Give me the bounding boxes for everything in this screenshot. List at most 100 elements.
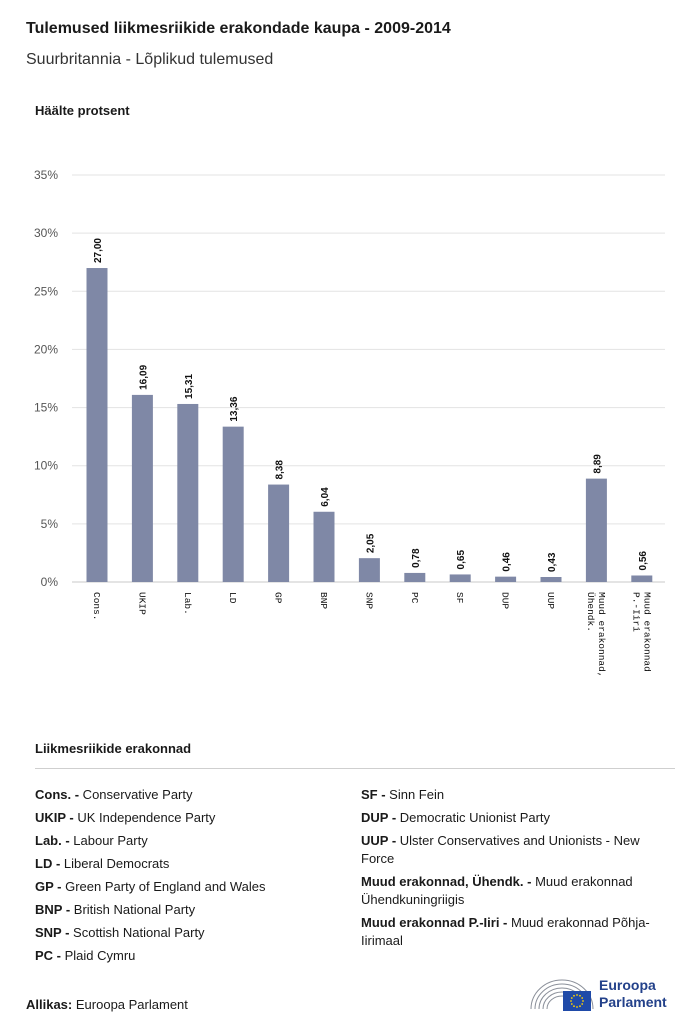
y-tick-label: 10% [34, 459, 58, 473]
flag-star-icon [576, 994, 578, 996]
y-tick-label: 15% [34, 401, 58, 415]
y-tick-label: 30% [34, 226, 58, 240]
legend-name: Green Party of England and Wales [61, 879, 266, 894]
chart-subtitle: Suurbritannia - Lõplikud tulemused [26, 51, 274, 68]
bar [177, 403, 199, 582]
source-value: Euroopa Parlament [75, 997, 188, 1012]
bar [358, 558, 380, 582]
logo-line-1: Euroopa [599, 977, 656, 993]
bar [222, 426, 244, 582]
legend-item: GP - Green Party of England and Wales [35, 878, 335, 896]
bar [313, 511, 335, 582]
legend-abbr: SF - [361, 787, 386, 802]
bar [449, 574, 471, 582]
legend-column-left: Cons. - Conservative Party UKIP - UK Inde… [35, 786, 335, 970]
legend-item: DUP - Democratic Unionist Party [361, 809, 671, 827]
parliament-hemicycle-icon [530, 979, 594, 1011]
y-tick-label: 5% [41, 517, 59, 531]
y-axis-label: Häälte protsent [35, 103, 130, 118]
legend-abbr: UKIP - [35, 810, 74, 825]
legend-abbr: BNP - [35, 902, 71, 917]
legend-name: Conservative Party [79, 787, 193, 802]
legend-item: UUP - Ulster Conservatives and Unionists… [361, 832, 671, 868]
legend-name: Liberal Democrats [60, 856, 170, 871]
x-tick-label: DUP [500, 592, 511, 609]
legend-title: Liikmesriikide erakonnad [35, 741, 192, 756]
legend-abbr: Muud erakonnad P.-Iiri - [361, 915, 508, 930]
bar [585, 478, 607, 582]
logo-line-2: Parlament [599, 994, 667, 1010]
legend-name: Scottish National Party [69, 925, 205, 940]
legend-abbr: Lab. - [35, 833, 70, 848]
legend-name: UK Independence Party [73, 810, 216, 825]
y-tick-label: 0% [41, 575, 59, 589]
source-note: Allikas: Euroopa Parlament [26, 997, 188, 1012]
x-tick-label: BNP [318, 592, 329, 609]
chart-title: Tulemused liikmesriikide erakondade kaup… [26, 20, 451, 37]
bar [540, 576, 562, 582]
x-tick-label: Cons. [91, 592, 102, 621]
logo-text: Euroopa Parlament [599, 977, 667, 1011]
data-label: 2,05 [365, 533, 376, 553]
legend-abbr: Cons. - [35, 787, 80, 802]
x-tick-label: SF [454, 592, 465, 604]
data-label: 8,38 [275, 460, 286, 480]
data-label: 8,89 [592, 454, 603, 474]
y-tick-label: 25% [34, 284, 58, 298]
legend-name: Plaid Cymru [61, 948, 136, 963]
data-label: 0,46 [502, 552, 513, 572]
source-label: Allikas: [26, 997, 73, 1012]
bar [495, 576, 517, 582]
legend-item: UKIP - UK Independence Party [35, 809, 335, 827]
legend-item: PC - Plaid Cymru [35, 947, 335, 965]
legend-abbr: SNP - [35, 925, 70, 940]
legend-item: Muud erakonnad P.-Iiri - Muud erakonnad … [361, 914, 671, 950]
legend-abbr: UUP - [361, 833, 397, 848]
flag-star-icon [581, 1003, 584, 1005]
legend-item: SF - Sinn Fein [361, 786, 671, 804]
flag-star-icon [573, 994, 575, 997]
data-label: 0,43 [547, 552, 558, 572]
x-tick-label: Muud erakonnad [641, 592, 652, 672]
legend-abbr: LD - [35, 856, 61, 871]
legend-item: Muud erakonnad, Ühendk. - Muud erakonnad… [361, 873, 671, 909]
legend-item: LD - Liberal Democrats [35, 855, 335, 873]
x-tick-label: LD [227, 592, 238, 604]
flag-star-icon [573, 1005, 575, 1008]
legend-name: Ulster Conservatives and Unionists - New… [361, 833, 640, 866]
flag-star-icon [570, 1000, 572, 1002]
bar [131, 394, 153, 582]
legend-column-right: SF - Sinn Fein DUP - Democratic Unionist … [361, 786, 671, 955]
data-label: 16,09 [138, 364, 149, 389]
data-label: 13,36 [229, 396, 240, 421]
x-tick-label: UKIP [136, 592, 147, 615]
legend-item: Lab. - Labour Party [35, 832, 335, 850]
data-label: 27,00 [93, 238, 104, 263]
legend-abbr: PC - [35, 948, 61, 963]
flag-star-icon [570, 997, 573, 999]
legend-item: SNP - Scottish National Party [35, 924, 335, 942]
bar [631, 575, 653, 582]
flag-star-icon [579, 994, 581, 997]
bar-chart: 0% 5% 10% 15% 20% 25% 30% 35% 27,00 Cons. 16,09 UKI… [34, 168, 665, 678]
flag-star-icon [570, 1003, 573, 1005]
flag-star-icon [581, 997, 584, 999]
legend-name: British National Party [70, 902, 196, 917]
x-tick-label: SNP [363, 592, 374, 609]
legend-divider [35, 768, 675, 769]
x-tick-label: PC [409, 592, 420, 604]
european-parliament-logo: Euroopa Parlament [529, 975, 679, 1015]
x-tick-label: P.-Iiri [630, 592, 641, 632]
bar [268, 484, 290, 582]
data-label: 0,78 [411, 548, 422, 568]
x-tick-label: GP [273, 592, 284, 604]
legend-abbr: Muud erakonnad, Ühendk. - [361, 874, 532, 889]
data-label: 15,31 [184, 374, 195, 399]
legend-item: Cons. - Conservative Party [35, 786, 335, 804]
x-tick-label: Muud erakonnad, [596, 592, 607, 678]
x-tick-label: Ühendk. [585, 592, 596, 632]
bar [86, 268, 108, 582]
legend-name: Labour Party [69, 833, 148, 848]
bar [404, 572, 426, 582]
flag-star-icon [579, 1005, 581, 1008]
